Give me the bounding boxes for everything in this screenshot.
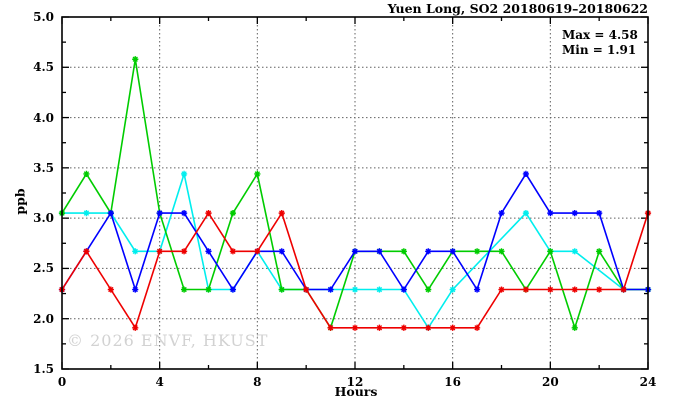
x-axis-title: Hours (334, 384, 378, 399)
plot-border (61, 16, 649, 370)
x-tick-label: 4 (155, 375, 164, 389)
x-tick-label: 24 (639, 375, 657, 389)
red-series-markers (58, 210, 652, 331)
y-tick-label: 1.5 (33, 362, 54, 376)
chart-title: Yuen Long, SO2 20180619–20180622 (387, 1, 648, 16)
y-tick-label: 4.5 (33, 60, 54, 75)
x-tick-label: 12 (346, 375, 364, 389)
y-tick-label: 4.0 (33, 110, 54, 125)
y-tick-label: 2.0 (33, 311, 54, 326)
y-tick-label: 3.0 (33, 211, 54, 226)
y-tick-label: 3.5 (33, 160, 54, 175)
y-tick-label: 2.5 (33, 261, 54, 276)
max-value-label: Max = 4.58 (562, 28, 638, 42)
red-series (58, 210, 652, 331)
stats-box: Max = 4.58 Min = 1.91 (562, 28, 638, 58)
x-tick-label: 20 (541, 375, 559, 389)
watermark: © 2026 ENVF, HKUST (67, 331, 269, 350)
gridlines (62, 17, 649, 369)
x-tick-label: 8 (253, 375, 262, 389)
x-tick-label: 16 (444, 375, 461, 389)
min-value-label: Min = 1.91 (562, 43, 637, 57)
x-tick-label: 0 (57, 375, 67, 389)
y-tick-label: 5.0 (33, 10, 54, 24)
